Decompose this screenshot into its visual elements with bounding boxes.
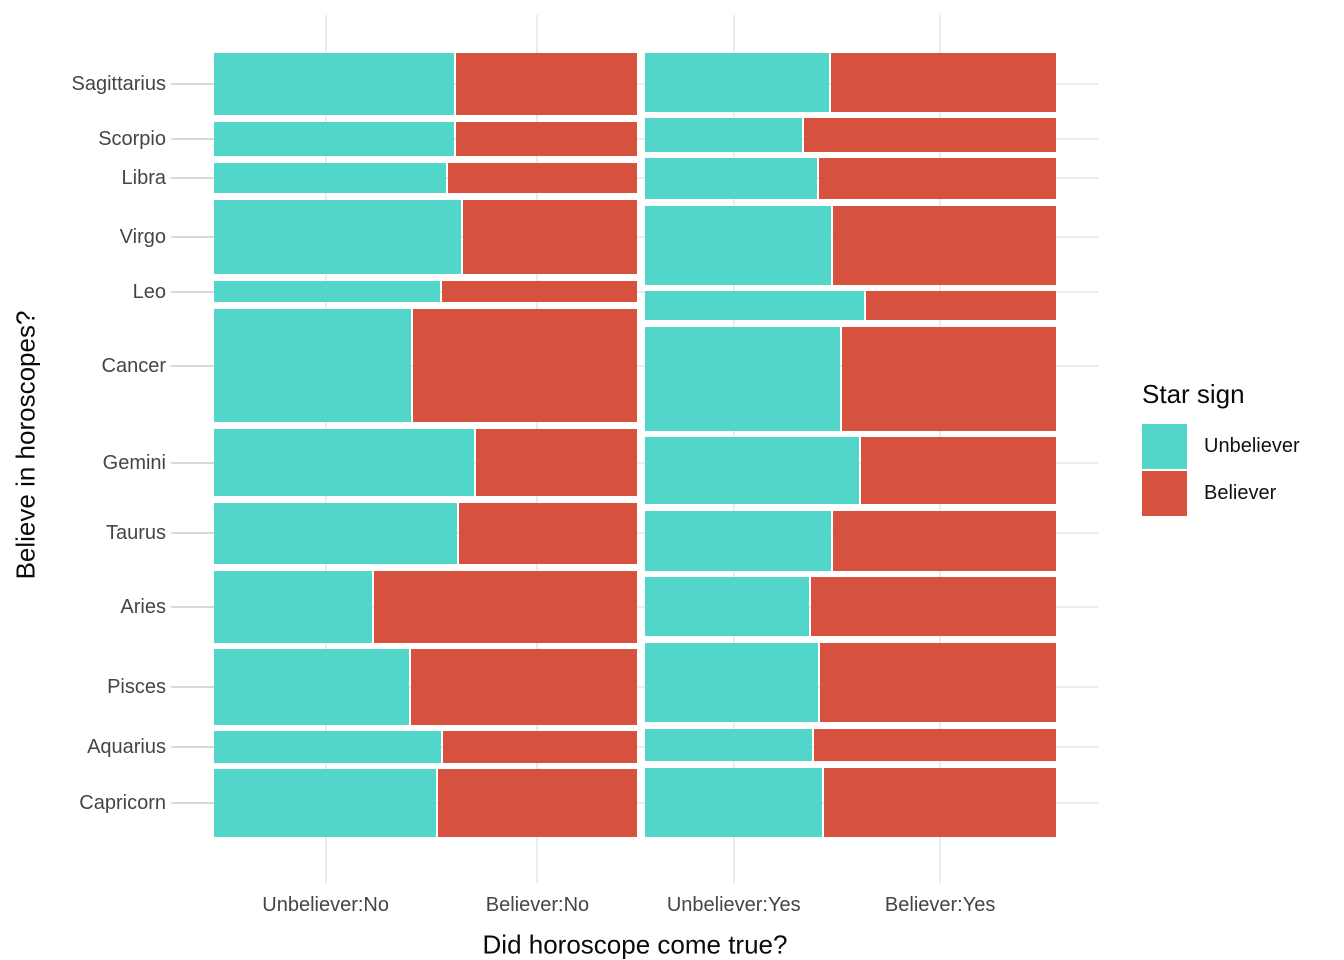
mosaic-rect-taurus-no-believer	[458, 502, 637, 565]
mosaic-rect-leo-no-believer	[442, 280, 637, 303]
mosaic-rect-gemini-no-unbeliever	[214, 429, 474, 496]
mosaic-rect-pisces-yes-unbeliever	[645, 642, 819, 723]
mosaic-rect-libra-no-believer	[447, 163, 637, 193]
x-tick-label-believer-no: Believer:No	[485, 894, 590, 916]
y-axis-tick	[172, 82, 214, 85]
mosaic-rect-virgo-no-believer	[462, 199, 637, 275]
mosaic-rect-cancer-yes-believer	[842, 326, 1057, 431]
mosaic-rect-capricorn-yes-unbeliever	[645, 767, 823, 838]
mosaic-rect-leo-yes-unbeliever	[645, 291, 865, 320]
mosaic-rect-capricorn-yes-believer	[824, 767, 1057, 838]
y-axis-tick	[172, 532, 214, 535]
legend-swatch-believer	[1142, 471, 1187, 516]
mosaic-rect-sagittarius-no-believer	[456, 52, 637, 115]
y-tick-label-pisces: Pisces	[107, 676, 166, 699]
legend-label: Unbeliever	[1204, 435, 1300, 457]
x-tick-label-unbeliever-yes: Unbeliever:Yes	[666, 894, 801, 916]
y-axis-tick	[172, 802, 214, 805]
y-axis-tick	[172, 177, 214, 180]
mosaic-rect-virgo-no-unbeliever	[214, 199, 461, 275]
y-tick-label-leo: Leo	[132, 280, 166, 303]
mosaic-rect-taurus-no-unbeliever	[214, 502, 457, 565]
mosaic-rect-aries-yes-believer	[811, 577, 1057, 636]
legend-swatch-unbeliever	[1142, 424, 1187, 469]
mosaic-rect-libra-yes-believer	[818, 158, 1057, 200]
y-axis-tick	[172, 746, 214, 749]
y-axis-tick	[172, 461, 214, 464]
y-tick-label-cancer: Cancer	[101, 354, 166, 377]
mosaic-rect-gemini-yes-unbeliever	[645, 437, 859, 505]
mosaic-rect-sagittarius-no-unbeliever	[214, 52, 455, 115]
y-tick-label-capricorn: Capricorn	[79, 792, 166, 815]
legend-key-believer: Believer	[1142, 471, 1344, 516]
y-tick-label-gemini: Gemini	[102, 451, 166, 474]
mosaic-rect-gemini-yes-believer	[860, 437, 1057, 505]
legend: Star sign Unbeliever Believer	[1142, 379, 1344, 518]
mosaic-rect-scorpio-no-believer	[456, 121, 637, 157]
y-axis-tick	[172, 138, 214, 141]
x-axis-title: Did horoscope come true?	[482, 929, 788, 960]
mosaic-rect-aquarius-yes-believer	[813, 728, 1057, 761]
y-axis-tick	[172, 235, 214, 238]
mosaic-rect-cancer-no-believer	[412, 308, 637, 423]
mosaic-rect-sagittarius-yes-unbeliever	[645, 52, 830, 112]
mosaic-rect-aquarius-yes-unbeliever	[645, 728, 812, 761]
y-tick-label-virgo: Virgo	[119, 225, 166, 248]
mosaic-rect-aries-no-unbeliever	[214, 571, 372, 643]
mosaic-rect-aquarius-no-believer	[443, 731, 637, 763]
y-tick-label-aquarius: Aquarius	[87, 736, 166, 759]
y-tick-label-scorpio: Scorpio	[98, 128, 166, 151]
y-tick-label-aries: Aries	[120, 595, 166, 618]
mosaic-rect-pisces-yes-believer	[820, 642, 1057, 723]
mosaic-rect-aries-no-believer	[373, 571, 637, 643]
y-tick-label-libra: Libra	[121, 167, 166, 190]
y-axis-tick	[172, 605, 214, 608]
mosaic-rect-virgo-yes-believer	[833, 205, 1057, 285]
legend-title: Star sign	[1142, 379, 1245, 409]
mosaic-rect-pisces-no-unbeliever	[214, 649, 410, 725]
mosaic-rect-taurus-yes-unbeliever	[645, 510, 832, 571]
mosaic-rect-sagittarius-yes-believer	[831, 52, 1057, 112]
y-axis-title: Believe in horoscopes?	[10, 310, 41, 580]
mosaic-rect-libra-yes-unbeliever	[645, 158, 817, 200]
mosaic-rect-scorpio-yes-believer	[804, 118, 1057, 152]
y-tick-label-sagittarius: Sagittarius	[71, 72, 167, 95]
y-axis-tick	[172, 290, 214, 293]
mosaic-rect-capricorn-no-unbeliever	[214, 769, 436, 838]
mosaic-rect-scorpio-yes-unbeliever	[645, 118, 803, 152]
mosaic-rect-leo-no-unbeliever	[214, 280, 441, 303]
mosaic-rect-gemini-no-believer	[475, 429, 637, 496]
y-tick-label-taurus: Taurus	[105, 522, 166, 545]
mosaic-rect-libra-no-unbeliever	[214, 163, 446, 193]
legend-key-unbeliever: Unbeliever	[1142, 424, 1344, 469]
y-axis-tick	[172, 364, 214, 367]
x-tick-label-unbeliever-no: Unbeliever:No	[262, 894, 389, 916]
x-tick-label-believer-yes: Believer:Yes	[884, 894, 996, 916]
mosaic-rect-aries-yes-unbeliever	[645, 577, 810, 636]
mosaic-rect-pisces-no-believer	[411, 649, 637, 725]
legend-label: Believer	[1204, 482, 1277, 504]
mosaic-rect-virgo-yes-unbeliever	[645, 205, 831, 285]
y-axis-tick	[172, 686, 214, 689]
mosaic-rect-taurus-yes-believer	[833, 510, 1057, 571]
mosaic-rect-scorpio-no-unbeliever	[214, 121, 455, 157]
legend-keys: Unbeliever Believer	[1142, 424, 1344, 516]
mosaic-rect-cancer-no-unbeliever	[214, 308, 411, 423]
mosaic-rect-leo-yes-believer	[866, 291, 1057, 320]
mosaic-rect-cancer-yes-unbeliever	[645, 326, 841, 431]
mosaic-rect-aquarius-no-unbeliever	[214, 731, 442, 763]
mosaic-rect-capricorn-no-believer	[437, 769, 637, 838]
